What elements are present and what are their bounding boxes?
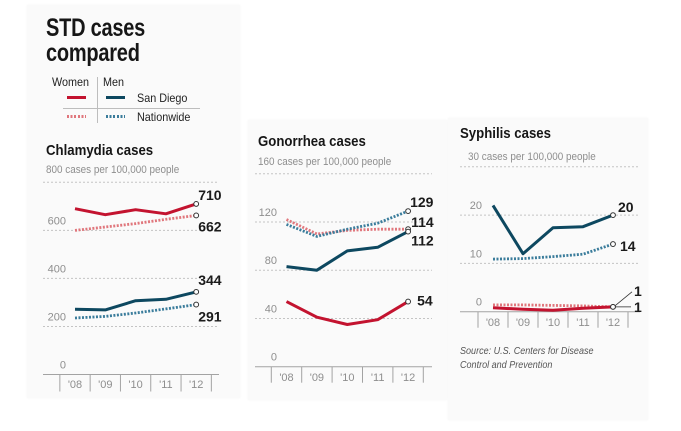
legend-swatch-men-nationwide [106,115,125,118]
main-title-line-2: compared [46,39,140,67]
legend-row-nationwide: Nationwide [137,110,191,124]
chlamydia-chart-subtitle: 800 cases per 100,000 people [46,164,180,176]
legend-horizontal-divider [63,108,200,109]
main-title-line-1: STD cases [46,14,146,42]
legend-column-women: Women [52,75,90,89]
legend-column-men: Men [103,75,125,89]
panel-syphilis [448,118,648,420]
legend-row-san-diego: San Diego [137,91,188,105]
gonorrhea-chart-title: Gonorrhea cases [258,133,366,150]
legend-swatch-men-san-diego [106,96,125,99]
panel-chlamydia [27,5,240,398]
gonorrhea-chart-subtitle: 160 cases per 100,000 people [258,156,392,168]
source-note-line-1: Source: U.S. Centers for Disease [460,345,594,357]
legend-swatch-women-san-diego [67,96,86,99]
syphilis-chart-title: Syphilis cases [460,125,551,142]
legend-swatch-women-nationwide [67,115,86,118]
chlamydia-chart-title: Chlamydia cases [46,142,154,159]
syphilis-chart-subtitle: 30 cases per 100,000 people [468,151,596,163]
source-note-line-2: Control and Prevention [460,359,553,371]
legend-vertical-divider [97,77,98,123]
